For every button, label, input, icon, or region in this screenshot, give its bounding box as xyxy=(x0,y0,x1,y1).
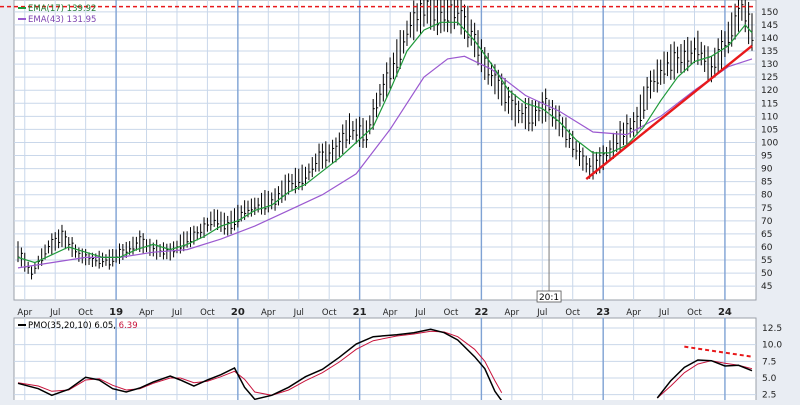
x-month-label: Oct xyxy=(565,308,580,318)
x-month-label: Jul xyxy=(414,308,425,318)
price-y-tick-label: 135 xyxy=(761,47,778,57)
x-month-label: Oct xyxy=(687,308,702,318)
pmo-y-tick-label: 12.5 xyxy=(762,324,782,334)
price-panel-frame xyxy=(13,0,757,301)
x-month-label: Jul xyxy=(293,308,304,318)
pmo-y-tick-label: 5.0 xyxy=(762,374,777,384)
x-month-label: Apr xyxy=(139,308,154,318)
price-y-tick-label: 45 xyxy=(761,282,772,292)
x-month-label: Apr xyxy=(17,308,32,318)
x-year-label: 21 xyxy=(353,307,367,318)
x-month-label: Jul xyxy=(658,308,669,318)
pmo-y-tick-label: 10.0 xyxy=(762,341,782,351)
annotation-label: 20:1 xyxy=(539,293,559,303)
pmo-y-tick-label: 2.5 xyxy=(762,391,776,400)
x-month-label: Oct xyxy=(200,308,215,318)
trendline xyxy=(585,44,753,180)
x-month-label: Oct xyxy=(78,308,93,318)
price-y-tick-label: 105 xyxy=(761,125,778,135)
annotation-box-frame xyxy=(536,290,562,303)
price-grid xyxy=(14,0,756,300)
ema43-line xyxy=(17,55,753,269)
price-x-axis: Apr Jul Oct 19 Apr Jul Oct 20 Apr Jul Oct 21 Apr Jul O… xyxy=(17,307,732,318)
x-month-label: Apr xyxy=(261,308,276,318)
price-y-tick-label: 65 xyxy=(761,230,772,240)
x-year-label: 20 xyxy=(231,307,245,318)
annotation-box: 20:1 xyxy=(536,290,562,303)
price-y-tick-label: 130 xyxy=(761,60,778,70)
price-y-tick-label: 145 xyxy=(761,21,778,31)
divergence-dashed-line xyxy=(684,345,753,358)
price-y-tick-label: 150 xyxy=(761,8,778,18)
price-y-tick-label: 50 xyxy=(761,269,773,279)
price-y-tick-label: 95 xyxy=(761,152,772,162)
pmo-y-axis: 12.5 10.0 7.5 5.0 2.5 xyxy=(762,324,782,401)
x-month-label: Jul xyxy=(49,308,60,318)
pmo-y-tick-label: 7.5 xyxy=(762,357,776,367)
pmo-line xyxy=(17,328,503,402)
price-y-tick-label: 110 xyxy=(761,112,778,122)
pmo-line-right xyxy=(656,359,753,399)
x-month-label: Oct xyxy=(322,308,337,318)
price-y-tick-label: 100 xyxy=(761,138,778,148)
price-legend-label: EMA(43) 131.95 xyxy=(28,15,96,25)
price-y-tick-label: 75 xyxy=(761,204,772,214)
x-year-label: 23 xyxy=(596,307,610,318)
price-panel: 20:1 45 50 55 60 65 70 75 80 85 90 95 100 105 110 115 1… xyxy=(0,0,778,318)
price-y-tick-label: 80 xyxy=(761,191,773,201)
price-y-tick-label: 85 xyxy=(761,178,772,188)
price-y-tick-label: 70 xyxy=(761,217,773,227)
pmo-signal-legend-value: 6.39 xyxy=(119,321,138,331)
price-y-tick-label: 90 xyxy=(761,165,773,175)
price-y-axis: 45 50 55 60 65 70 75 80 85 90 95 100 105 110 115 120 125… xyxy=(761,8,778,292)
x-month-label: Jul xyxy=(536,308,547,318)
x-month-label: Oct xyxy=(444,308,459,318)
price-y-tick-label: 125 xyxy=(761,73,778,83)
price-y-tick-label: 115 xyxy=(761,99,778,109)
x-month-label: Apr xyxy=(504,308,519,318)
ema17-line xyxy=(17,21,753,264)
pmo-legend: PMO(35,20,10) 6.05, 6.39 xyxy=(18,321,138,331)
pmo-panel: 12.5 10.0 7.5 5.0 2.5 PMO(35,20,10) 6.05, 6.… xyxy=(13,317,782,405)
price-y-tick-label: 55 xyxy=(761,256,772,266)
x-year-label: 19 xyxy=(109,307,123,318)
price-legend-label: EMA(17) 139.92 xyxy=(28,4,96,14)
x-month-label: Apr xyxy=(383,308,398,318)
x-year-label: 24 xyxy=(718,307,732,318)
price-y-tick-label: 140 xyxy=(761,34,778,44)
x-month-label: Jul xyxy=(171,308,182,318)
x-year-label: 22 xyxy=(474,307,488,318)
price-y-tick-label: 120 xyxy=(761,86,778,96)
x-month-label: Apr xyxy=(626,308,641,318)
price-y-tick-label: 60 xyxy=(761,243,773,253)
pmo-legend-label: PMO(35,20,10) 6.05, 6.39 xyxy=(28,321,138,331)
